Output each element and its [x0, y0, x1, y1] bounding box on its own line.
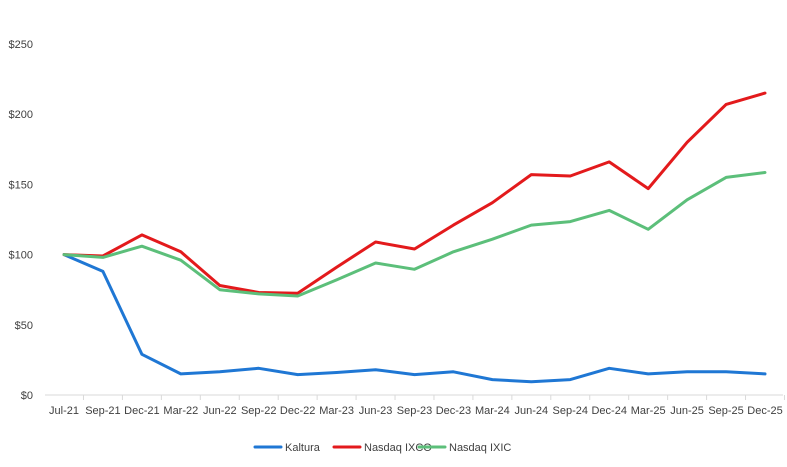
x-tick-label: Mar-25	[631, 405, 666, 417]
x-tick-label: Mar-24	[475, 405, 510, 417]
x-tick-label: Jul-21	[49, 405, 79, 417]
x-tick-label: Jun-25	[670, 405, 704, 417]
x-tick-label: Sep-24	[553, 405, 588, 417]
legend: Kaltura Nasdaq IXCO Nasdaq IXIC	[253, 442, 511, 454]
x-tick-label: Jun-23	[359, 405, 393, 417]
y-tick-label: $200	[9, 109, 33, 121]
legend-label: Nasdaq IXIC	[449, 442, 511, 454]
y-tick-label: $100	[9, 250, 33, 262]
legend-label: Kaltura	[285, 442, 321, 454]
x-tick-label: Sep-22	[241, 405, 276, 417]
x-tick-label: Sep-25	[708, 405, 743, 417]
series-layer	[62, 91, 767, 384]
x-tick-label: Dec-21	[124, 405, 159, 417]
x-tick-label: Dec-23	[436, 405, 471, 417]
series-line-kaltura	[62, 253, 767, 384]
y-tick-label: $50	[15, 320, 33, 332]
x-tick-label: Dec-25	[747, 405, 782, 417]
series-line-nasdaq-ixco	[62, 91, 767, 295]
x-tick-label: Jun-24	[515, 405, 549, 417]
x-tick-label: Dec-24	[591, 405, 626, 417]
y-tick-label: $0	[21, 390, 33, 402]
x-tick-label: Dec-22	[280, 405, 315, 417]
legend-label: Nasdaq IXCO	[364, 442, 432, 454]
y-tick-label: $150	[9, 179, 33, 191]
y-tick-label: $250	[9, 39, 33, 51]
y-axis: $0 $50 $100 $150 $200 $250	[9, 39, 33, 402]
series-line-nasdaq-ixic	[62, 171, 767, 298]
x-tick-label: Mar-22	[163, 405, 198, 417]
x-tick-label: Jun-22	[203, 405, 237, 417]
x-tick-label: Sep-21	[85, 405, 120, 417]
x-axis: Jul-21 Sep-21 Dec-21 Mar-22 Jun-22 Sep-22 Dec-…	[49, 395, 785, 417]
x-tick-label: Sep-23	[397, 405, 432, 417]
x-tick-label: Mar-23	[319, 405, 354, 417]
